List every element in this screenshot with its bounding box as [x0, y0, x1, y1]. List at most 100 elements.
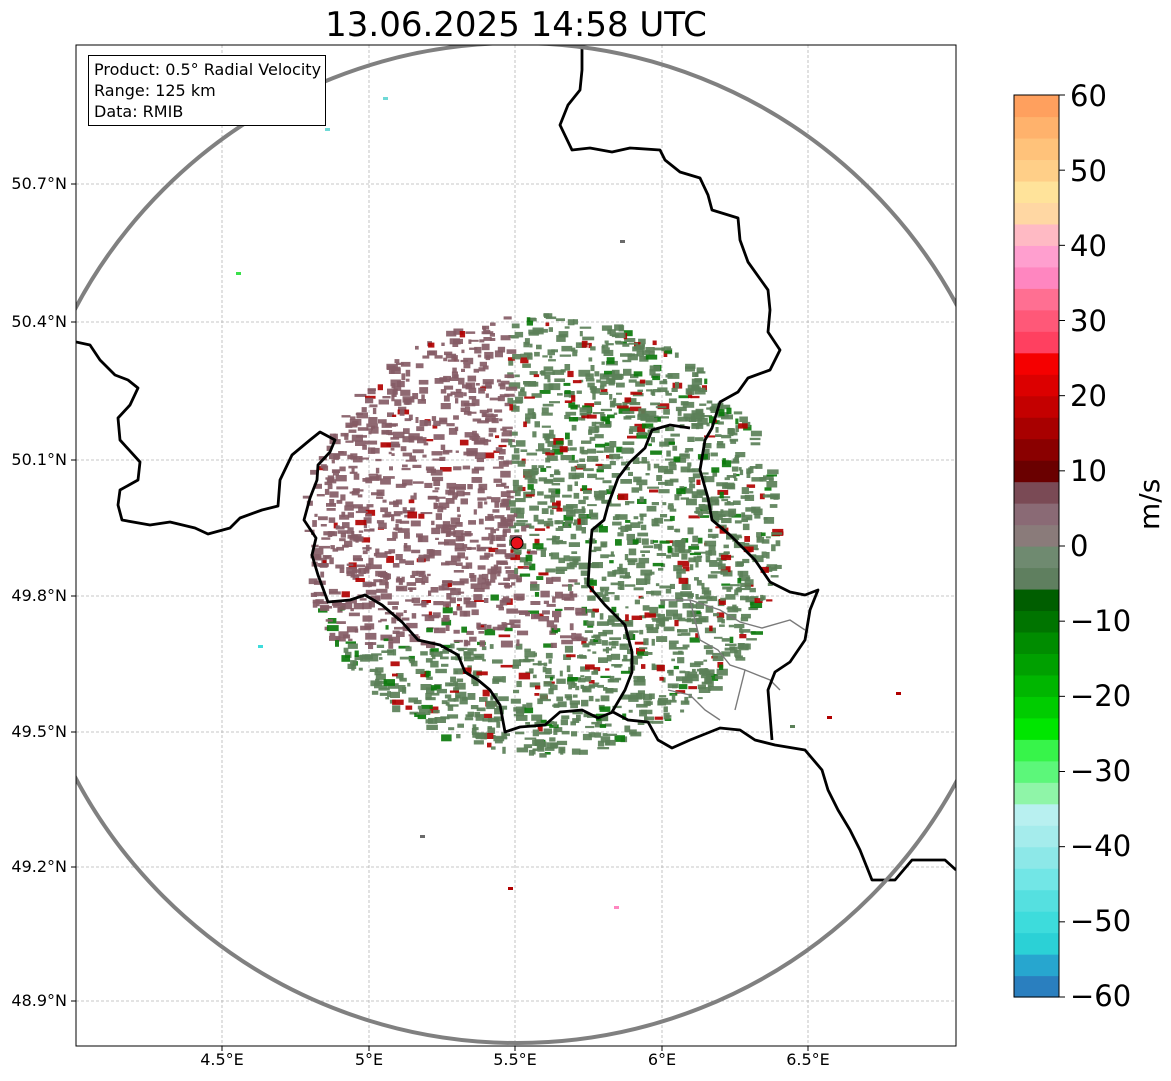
echo-pixel — [496, 604, 504, 608]
echo-pixel — [615, 613, 620, 617]
echo-pixel — [342, 522, 350, 529]
echo-pixel — [447, 714, 459, 719]
echo-pixel — [609, 460, 616, 466]
echo-pixel — [347, 512, 354, 518]
echo-pixel — [721, 518, 732, 524]
echo-pixel — [614, 324, 624, 331]
echo-pixel — [434, 378, 444, 384]
echo-pixel — [622, 441, 635, 445]
echo-pixel — [541, 370, 546, 376]
echo-pixel — [548, 327, 553, 332]
echo-pixel — [365, 589, 377, 595]
echo-pixel — [427, 573, 431, 577]
echo-pixel — [457, 723, 464, 728]
colorbar-band — [1014, 374, 1059, 397]
echo-pixel — [659, 540, 670, 544]
echo-pixel — [510, 507, 521, 514]
colorbar-tick-label: −30 — [1070, 754, 1132, 788]
echo-pixel — [692, 668, 696, 673]
echo-pixel — [463, 451, 473, 456]
echo-pixel — [578, 369, 591, 377]
echo-pixel — [678, 577, 688, 584]
echo-pixel — [380, 593, 392, 600]
echo-pixel — [555, 318, 565, 322]
echo-pixel — [374, 671, 382, 676]
echo-pixel — [735, 561, 743, 567]
echo-pixel — [652, 373, 661, 376]
echo-pixel — [744, 579, 754, 586]
echo-pixel — [494, 707, 504, 715]
echo-pixel — [740, 617, 749, 622]
echo-pixel — [500, 380, 510, 385]
echo-pixel — [720, 404, 731, 410]
echo-pixel — [686, 610, 697, 618]
echo-pixel — [652, 524, 660, 527]
echo-pixel — [442, 526, 446, 533]
echo-pixel — [621, 621, 633, 626]
echo-pixel — [447, 393, 453, 397]
echo-pixel — [724, 477, 730, 481]
echo-pixel — [687, 436, 695, 442]
echo-pixel — [345, 501, 354, 507]
echo-pixel — [447, 581, 452, 587]
echo-pixel — [432, 490, 439, 493]
echo-pixel — [705, 605, 714, 613]
echo-pixel — [345, 651, 352, 658]
echo-pixel — [494, 409, 503, 413]
echo-pixel — [410, 660, 418, 667]
echo-pixel — [527, 549, 531, 552]
echo-pixel — [509, 619, 521, 624]
echo-pixel — [735, 425, 739, 432]
echo-pixel — [438, 585, 445, 591]
echo-pixel — [529, 668, 534, 674]
echo-pixel — [440, 527, 452, 534]
echo-pixel — [571, 395, 576, 402]
echo-pixel — [481, 412, 487, 418]
echo-pixel — [394, 626, 406, 630]
echo-pixel — [463, 597, 471, 605]
echo-pixel — [581, 485, 588, 491]
echo-pixel — [691, 468, 700, 473]
echo-pixel — [395, 499, 403, 505]
echo-pixel — [396, 380, 405, 388]
echo-pixel — [636, 693, 646, 699]
echo-pixel — [496, 721, 501, 728]
echo-pixel — [577, 518, 581, 525]
echo-pixel — [568, 684, 572, 690]
echo-pixel — [430, 692, 440, 696]
echo-pixel — [433, 709, 440, 714]
echo-pixel — [520, 389, 525, 392]
echo-pixel — [369, 668, 379, 672]
echo-pixel — [615, 539, 622, 546]
echo-pixel — [313, 548, 324, 555]
echo-pixel — [642, 605, 650, 611]
echo-pixel — [327, 531, 333, 537]
echo-pixel — [465, 600, 477, 608]
radar-site-marker[interactable] — [510, 536, 524, 550]
echo-pixel — [463, 597, 472, 600]
echo-pixel — [554, 617, 559, 623]
echo-pixel — [602, 629, 614, 635]
echo-pixel — [537, 491, 544, 496]
echo-pixel — [585, 725, 595, 729]
echo-pixel — [390, 379, 401, 387]
echo-pixel — [411, 570, 419, 577]
echo-pixel — [746, 517, 750, 520]
echo-pixel — [440, 444, 446, 450]
echo-pixel — [386, 365, 396, 370]
echo-pixel — [585, 373, 594, 379]
echo-pixel — [611, 473, 620, 478]
echo-pixel — [633, 476, 642, 483]
echo-pixel — [517, 566, 529, 569]
echo-pixel — [377, 384, 383, 391]
echo-pixel — [609, 453, 621, 460]
echo-pixel — [425, 670, 430, 678]
echo-pixel — [378, 572, 388, 577]
echo-pixel — [500, 438, 510, 443]
echo-pixel — [689, 481, 693, 484]
echo-pixel — [590, 346, 596, 351]
echo-pixel — [471, 609, 479, 616]
echo-pixel — [530, 584, 540, 591]
echo-pixel — [677, 416, 688, 422]
echo-pixel — [566, 654, 576, 658]
